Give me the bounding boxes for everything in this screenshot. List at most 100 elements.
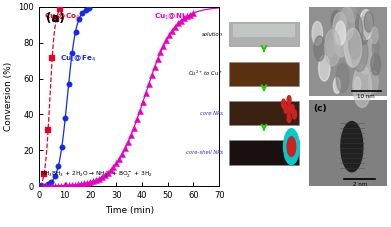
Circle shape (334, 30, 345, 56)
Circle shape (344, 30, 361, 66)
Point (62, 116, 68, 120)
Y-axis label: Conversion (%): Conversion (%) (4, 62, 13, 131)
Circle shape (319, 55, 330, 81)
Point (84, 181, 90, 185)
Point (72, 183, 79, 187)
Text: Cu$_1$@Co$_4$: Cu$_1$@Co$_4$ (44, 12, 81, 22)
Point (57, 7, 64, 11)
FancyBboxPatch shape (233, 24, 295, 37)
Point (166, 33, 172, 37)
Point (119, 152, 126, 156)
Circle shape (340, 7, 354, 40)
Point (154, 58, 161, 61)
Point (128, 133, 134, 137)
Point (190, 12, 196, 15)
Circle shape (349, 30, 362, 59)
Point (143, 91, 149, 95)
Circle shape (372, 40, 379, 56)
Point (113, 161, 120, 165)
Circle shape (287, 105, 291, 114)
Point (52, 175, 58, 178)
Point (96, 177, 102, 180)
Point (57, 184, 64, 188)
Point (79, 11, 86, 15)
Circle shape (353, 65, 371, 107)
Point (49, 56, 56, 59)
Text: core NPs: core NPs (201, 111, 223, 116)
Circle shape (341, 122, 363, 172)
Point (52, 184, 58, 188)
FancyBboxPatch shape (229, 101, 299, 125)
Point (59, 145, 65, 149)
Circle shape (334, 77, 341, 94)
Point (181, 17, 187, 20)
Point (87, 180, 93, 184)
Circle shape (347, 3, 356, 23)
Circle shape (371, 54, 380, 75)
Point (169, 29, 175, 32)
Point (54, 184, 61, 188)
Point (37, 184, 43, 188)
Point (69, 51, 75, 55)
Point (134, 118, 140, 121)
Circle shape (351, 33, 368, 72)
Circle shape (327, 40, 334, 57)
Point (187, 13, 193, 17)
Circle shape (347, 13, 363, 49)
Point (83, 8, 89, 11)
Circle shape (312, 21, 323, 45)
Point (45, 183, 51, 186)
Text: (a): (a) (46, 12, 65, 25)
Point (66, 82, 72, 86)
Circle shape (283, 129, 299, 165)
Circle shape (287, 96, 291, 105)
Point (110, 165, 117, 169)
Text: (c): (c) (314, 104, 327, 113)
Circle shape (364, 12, 373, 32)
Point (137, 109, 143, 113)
Point (48, 180, 55, 184)
Point (163, 38, 169, 42)
Point (41, 172, 47, 176)
Point (46, 184, 52, 188)
Point (108, 168, 114, 172)
Point (40, 184, 46, 188)
Point (76, 17, 82, 21)
Circle shape (325, 30, 341, 66)
Circle shape (287, 114, 291, 123)
Point (63, 184, 70, 187)
Circle shape (282, 99, 285, 108)
Circle shape (344, 28, 362, 67)
FancyBboxPatch shape (309, 100, 387, 186)
Point (55, 164, 61, 168)
Text: Cu$^{2+}$ to Cu$^+$: Cu$^{2+}$ to Cu$^+$ (188, 69, 223, 78)
Text: 10 nm: 10 nm (357, 94, 375, 99)
Point (48, 184, 55, 188)
Circle shape (357, 17, 369, 44)
Point (66, 183, 72, 187)
Point (72, 30, 79, 33)
FancyBboxPatch shape (229, 141, 299, 165)
Text: Cu$_1$@Ni$_4$: Cu$_1$@Ni$_4$ (154, 12, 188, 22)
FancyBboxPatch shape (229, 22, 299, 46)
Circle shape (350, 16, 357, 34)
Point (122, 147, 128, 150)
Circle shape (368, 71, 378, 93)
Circle shape (354, 77, 361, 92)
Point (175, 22, 181, 25)
Point (178, 19, 184, 22)
Circle shape (335, 28, 347, 57)
Circle shape (314, 36, 325, 61)
Circle shape (331, 11, 341, 32)
Text: NH$_3$BH$_3$ + 2H$_2$O → NH$_4^+$ + BO$_2^-$ + 3H$_2$: NH$_3$BH$_3$ + 2H$_2$O → NH$_4^+$ + BO$_… (40, 170, 153, 180)
Text: 2 nm: 2 nm (353, 182, 367, 187)
FancyBboxPatch shape (309, 7, 387, 96)
Point (41, 184, 48, 188)
Point (90, 179, 96, 183)
Point (45, 128, 51, 132)
Point (69, 183, 75, 187)
Circle shape (359, 10, 373, 40)
Point (151, 65, 158, 69)
Point (78, 182, 84, 186)
Text: solution: solution (202, 32, 223, 37)
